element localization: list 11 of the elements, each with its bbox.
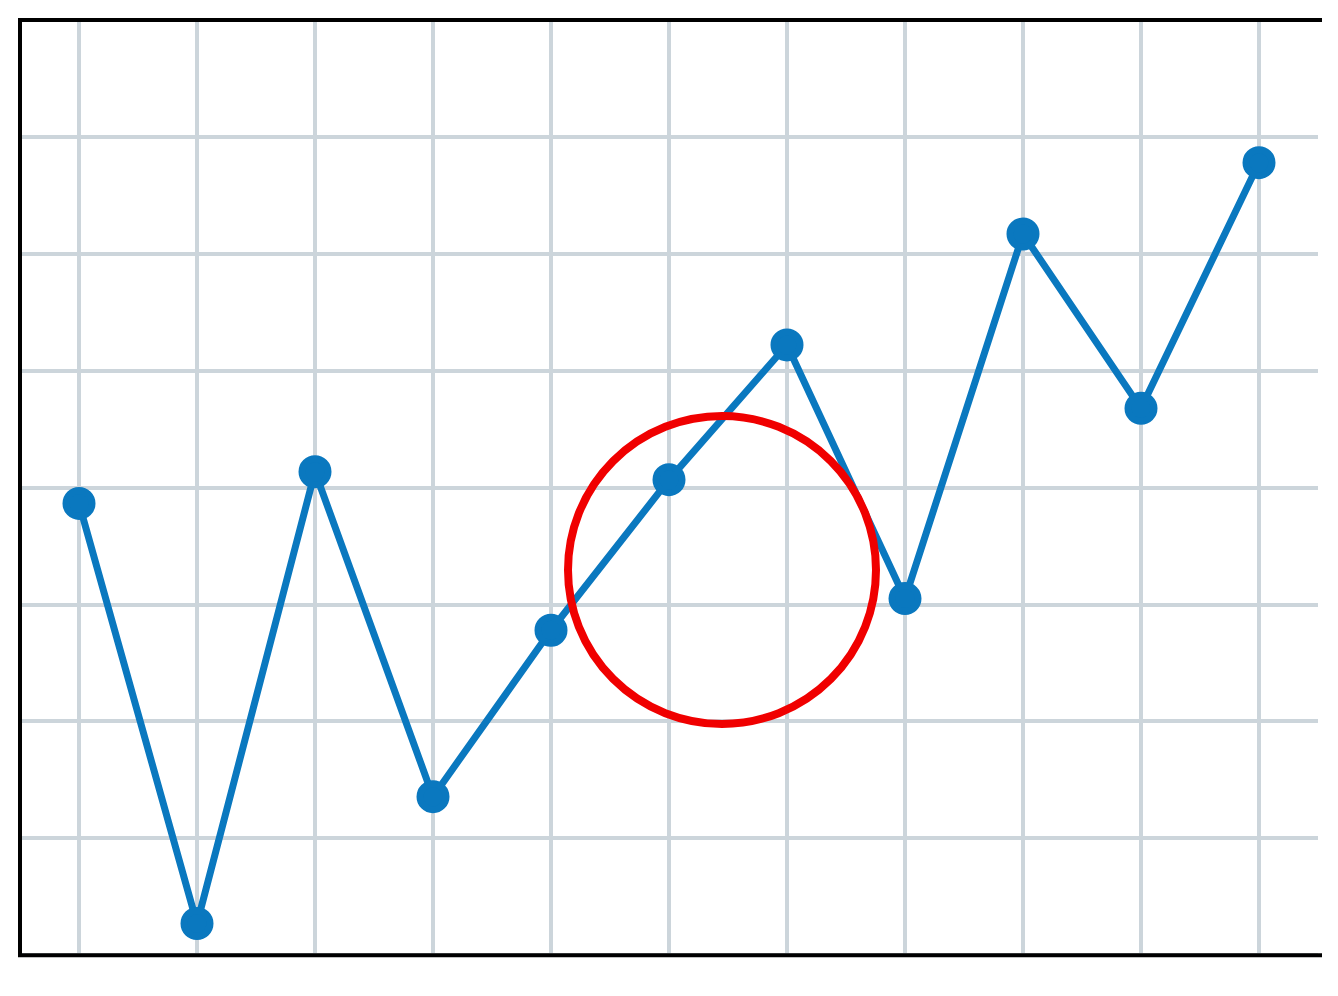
point xyxy=(1006,217,1040,251)
point xyxy=(180,907,214,940)
point xyxy=(62,486,96,520)
point xyxy=(298,455,332,489)
point xyxy=(1242,146,1276,180)
point xyxy=(888,582,922,616)
point xyxy=(534,613,568,647)
point xyxy=(770,328,804,362)
point xyxy=(1124,391,1158,425)
point xyxy=(652,463,686,497)
point xyxy=(416,780,450,814)
